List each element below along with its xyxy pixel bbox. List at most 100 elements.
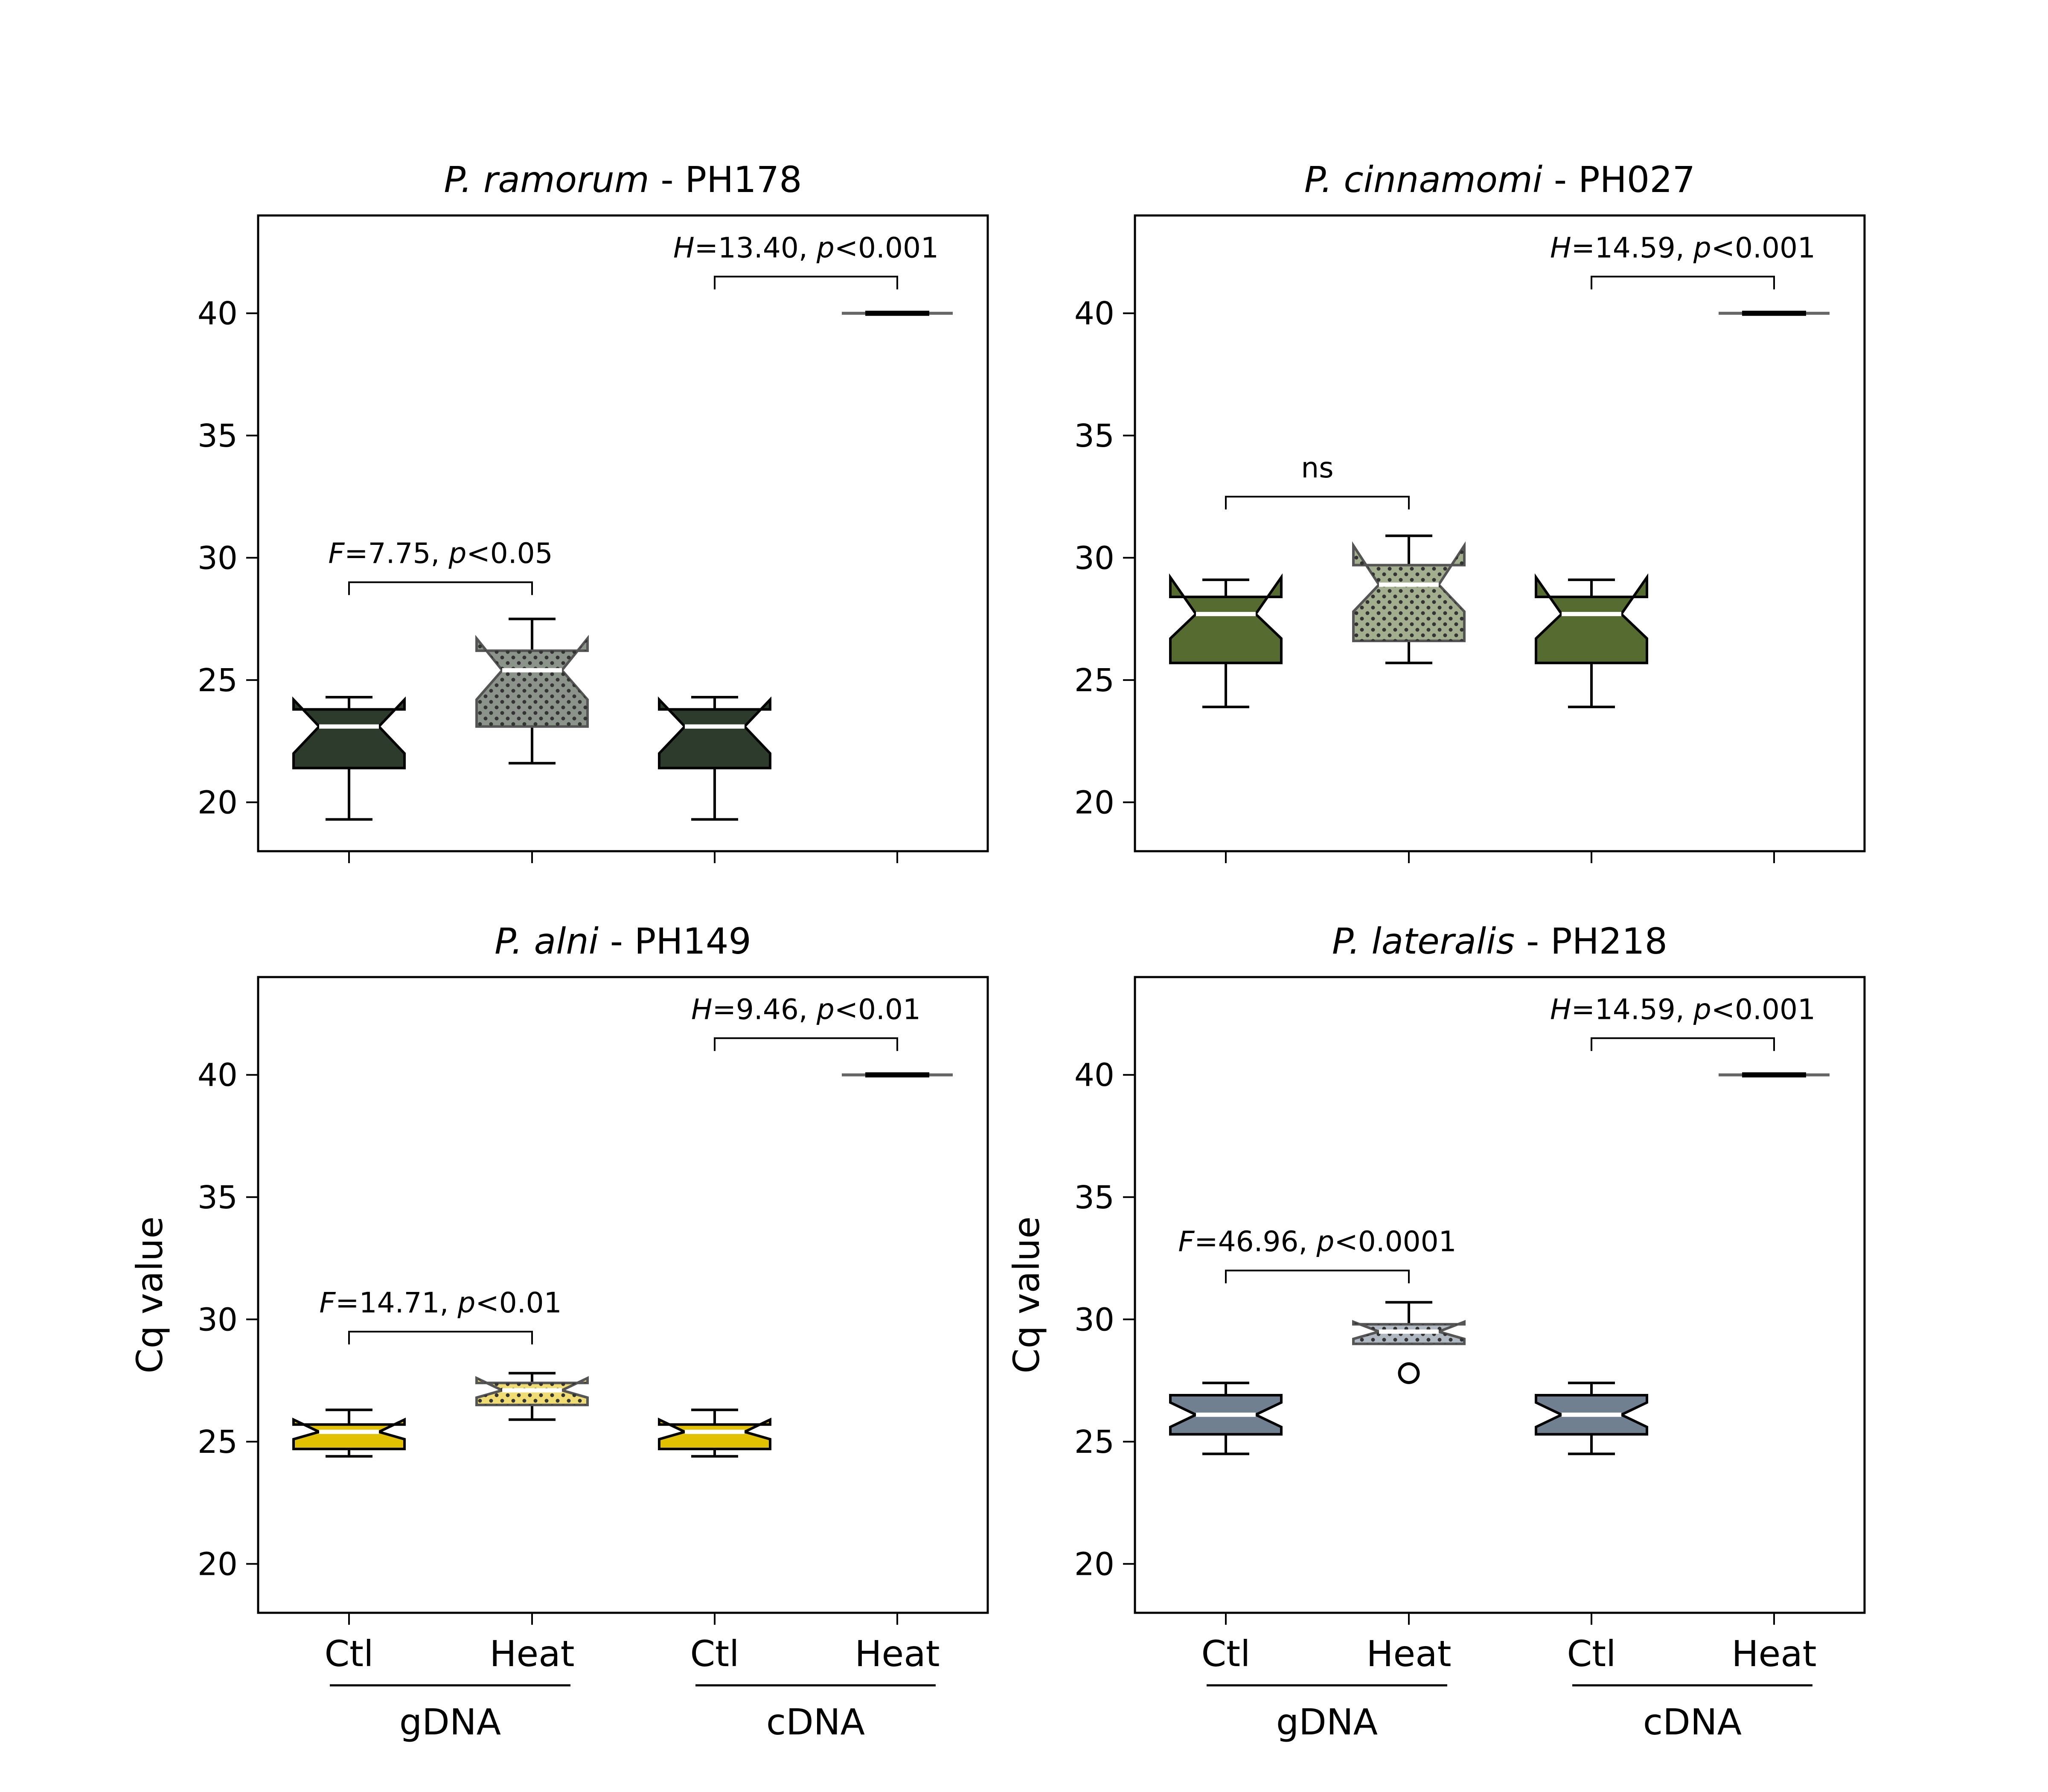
box-body xyxy=(658,696,771,770)
plot-frame xyxy=(1134,214,1866,852)
title-species: P. lateralis xyxy=(1332,920,1515,962)
y-tick-label: 35 xyxy=(198,1179,238,1216)
stat-label: F=14.71, p<0.01 xyxy=(319,1286,561,1319)
box-body xyxy=(292,696,406,770)
y-tick-label: 30 xyxy=(198,540,238,576)
y-tick-label: 25 xyxy=(198,1424,238,1460)
y-tick-label: 25 xyxy=(198,662,238,699)
bracket-line xyxy=(714,1037,898,1051)
significance-bracket: H=9.46, p<0.01 xyxy=(691,993,921,1051)
box-ctl-gdna xyxy=(292,1408,406,1458)
box-heat-gdna xyxy=(1352,534,1466,664)
group-label-cDNA: cDNA xyxy=(1643,1701,1742,1743)
bracket-line xyxy=(1225,496,1410,510)
group-label-gDNA: gDNA xyxy=(1276,1701,1378,1743)
y-axis-label: Cq value xyxy=(129,1216,171,1373)
panel-3: P. alni - PH149 20 25 30 35 40 Cq value Ctl Heat… xyxy=(129,920,989,1743)
significance-bracket: F=7.75, p<0.05 xyxy=(328,537,553,595)
box-body xyxy=(1169,573,1283,664)
y-tick-label: 40 xyxy=(198,295,238,332)
panel-4: P. lateralis - PH218 20 25 30 35 40 Cq value Ct… xyxy=(1006,920,1866,1743)
title-species: P. cinnamomi xyxy=(1304,159,1542,201)
bracket-line xyxy=(714,276,898,290)
title-species: P. ramorum xyxy=(444,159,649,201)
y-tick-label: 40 xyxy=(198,1057,238,1094)
panel-title: P. alni - PH149 xyxy=(495,920,751,962)
title-suffix: - PH178 xyxy=(649,159,802,201)
y-tick-label: 20 xyxy=(198,1546,238,1583)
box-heat-gdna xyxy=(1352,1301,1466,1384)
significance-bracket: H=13.40, p<0.001 xyxy=(673,231,939,290)
significance-bracket: H=14.59, p<0.001 xyxy=(1550,231,1815,290)
panel-2: P. cinnamomi - PH027 20 25 30 35 40 ns H=14.59,… xyxy=(1074,159,1866,863)
box-hatch xyxy=(1353,545,1464,641)
y-tick-label: 35 xyxy=(1074,1179,1114,1216)
x-tick-label: Ctl xyxy=(690,1633,739,1675)
box-heat-gdna xyxy=(475,617,589,765)
box-hatch xyxy=(477,638,588,727)
box-ctl-gdna xyxy=(1169,1382,1283,1455)
stat-label: F=7.75, p<0.05 xyxy=(328,537,553,570)
bracket-line xyxy=(348,1330,533,1344)
y-tick-label: 30 xyxy=(1074,1301,1114,1338)
y-tick-label: 25 xyxy=(1074,1424,1114,1460)
stat-label: H=13.40, p<0.001 xyxy=(673,231,939,264)
stat-label: F=46.96, p<0.0001 xyxy=(1178,1225,1456,1258)
bracket-line xyxy=(348,581,533,595)
outlier-point xyxy=(1398,1362,1420,1384)
y-axis-label: Cq value xyxy=(1006,1216,1047,1373)
bracket-line xyxy=(1591,276,1775,290)
stat-label: H=9.46, p<0.01 xyxy=(691,993,921,1026)
bracket-line xyxy=(1591,1037,1775,1051)
stat-label: H=14.59, p<0.001 xyxy=(1550,993,1815,1026)
panel-title: P. ramorum - PH178 xyxy=(444,159,802,201)
x-tick-label: Heat xyxy=(1366,1633,1451,1675)
title-suffix: - PH149 xyxy=(599,920,751,962)
box-heat-gdna xyxy=(475,1372,589,1421)
x-tick-label: Ctl xyxy=(1567,1633,1616,1675)
box-ctl-cdna xyxy=(1535,1382,1648,1455)
plot-frame xyxy=(257,976,989,1614)
x-tick-label: Ctl xyxy=(1201,1633,1251,1675)
panel-1: P. ramorum - PH178 20 25 30 35 40 F=7.75, p<0.… xyxy=(198,159,989,863)
y-tick-label: 20 xyxy=(1074,1546,1114,1583)
significance-bracket: H=14.59, p<0.001 xyxy=(1550,993,1815,1051)
y-tick-label: 35 xyxy=(198,418,238,454)
group-label-gDNA: gDNA xyxy=(399,1701,501,1743)
x-tick-label: Ctl xyxy=(325,1633,374,1675)
group-label-cDNA: cDNA xyxy=(766,1701,865,1743)
box-ctl-gdna xyxy=(1169,573,1283,708)
x-tick-label: Heat xyxy=(489,1633,574,1675)
y-tick-label: 20 xyxy=(1074,784,1114,821)
title-suffix: - PH027 xyxy=(1542,159,1695,201)
title-suffix: - PH218 xyxy=(1515,920,1667,962)
significance-bracket: F=46.96, p<0.0001 xyxy=(1178,1225,1457,1283)
stat-label: H=14.59, p<0.001 xyxy=(1550,231,1815,264)
y-tick-label: 30 xyxy=(198,1301,238,1338)
significance-bracket: F=14.71, p<0.01 xyxy=(319,1286,562,1344)
x-tick-label: Heat xyxy=(855,1633,940,1675)
panel-title: P. cinnamomi - PH027 xyxy=(1304,159,1695,201)
stat-label: ns xyxy=(1301,451,1333,484)
y-tick-label: 35 xyxy=(1074,418,1114,454)
box-body xyxy=(1535,573,1648,664)
box-body xyxy=(658,1417,771,1451)
significance-bracket: ns xyxy=(1225,451,1410,510)
title-species: P. alni xyxy=(495,920,599,962)
box-body xyxy=(292,1417,406,1451)
y-tick-label: 30 xyxy=(1074,540,1114,576)
box-ctl-cdna xyxy=(658,1408,771,1458)
y-tick-label: 40 xyxy=(1074,295,1114,332)
box-ctl-gdna xyxy=(292,695,406,821)
box-ctl-cdna xyxy=(1535,573,1648,708)
panel-title: P. lateralis - PH218 xyxy=(1332,920,1667,962)
x-tick-label: Heat xyxy=(1731,1633,1816,1675)
bracket-line xyxy=(1225,1269,1410,1283)
plot-frame xyxy=(1134,976,1866,1614)
y-tick-label: 25 xyxy=(1074,662,1114,699)
y-tick-label: 20 xyxy=(198,784,238,821)
y-tick-label: 40 xyxy=(1074,1057,1114,1094)
plot-frame xyxy=(257,214,989,852)
box-ctl-cdna xyxy=(658,695,771,821)
